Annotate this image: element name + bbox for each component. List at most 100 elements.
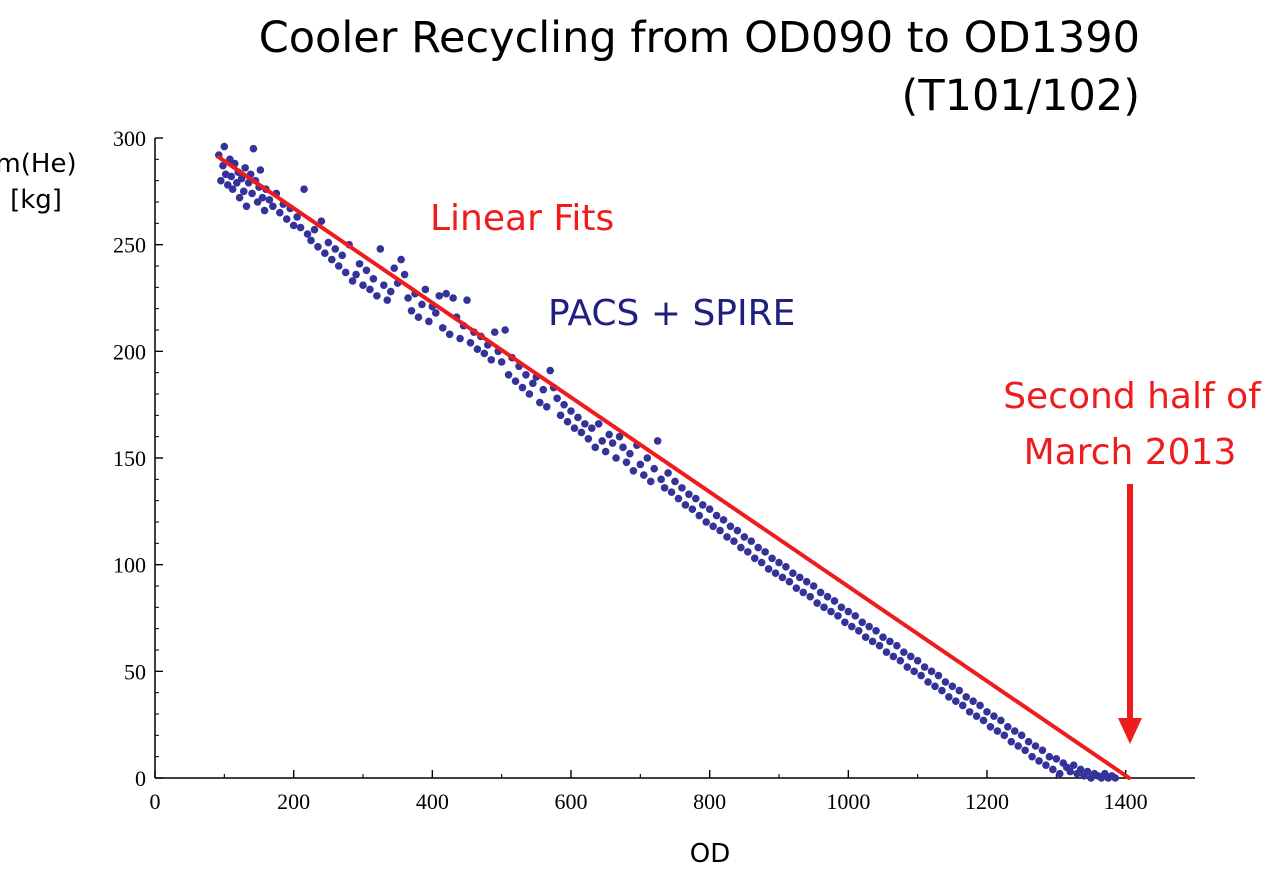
scatter-point [698,501,707,509]
y-axis-label-line-2: [kg] [10,185,62,215]
scatter-point [352,270,360,279]
scatter-point [536,398,544,407]
scatter-point [269,202,277,211]
scatter-point [674,494,683,503]
scatter-point [591,443,600,452]
scatter-point [854,627,863,635]
scatter-point [920,663,929,671]
scatter-point [1076,765,1085,774]
scatter-point [421,285,430,294]
x-ticks: 0 200 400 600 800 1000 1200 1400 [150,770,1148,814]
x-tick-label: 0 [150,789,161,814]
scatter-point [1031,742,1040,750]
scatter-point [418,300,426,309]
x-tick-label: 200 [277,789,310,814]
scatter-point [307,236,315,245]
scatter-point [782,563,790,571]
scatter-point [362,266,371,275]
scatter-point [529,379,537,388]
scatter-point [324,238,333,247]
scatter-point [1017,731,1026,740]
y-tick-label: 50 [124,659,146,684]
y-tick-label: 150 [113,446,146,471]
y-tick-label: 300 [113,126,146,151]
scatter-point [945,693,953,701]
scatter-point [893,641,901,650]
scatter-point [809,582,818,590]
scatter-point [771,569,780,577]
scatter-point [518,383,527,392]
scatter-point [875,641,884,650]
scatter-point [615,432,624,441]
scatter-point [560,400,568,409]
annotation-arrow-head [1118,718,1142,744]
scatter-point [546,366,554,375]
scatter-point [260,206,269,215]
scatter-point [480,349,489,358]
scatter-point [334,262,343,270]
scatter-point [969,697,977,705]
scatter-point [685,490,693,499]
scatter-point [841,618,849,627]
scatter-point [407,307,416,315]
scatter-point [712,511,721,520]
scatter-point [1007,737,1016,746]
scatter-point [764,565,773,573]
scatter-point [490,328,499,336]
annotation-second-half-line-2: March 2013 [1024,432,1237,473]
scatter-point [990,712,998,720]
scatter-point [796,573,804,582]
scatter-point [903,663,912,671]
scatter-point [256,166,265,174]
scatter-point [355,260,364,268]
scatter-point [242,202,251,211]
scatter-point [1083,767,1092,776]
scatter-point [289,221,298,230]
scatter-point [737,543,745,552]
scatter-point [976,701,984,710]
scatter-point [640,471,648,479]
scatter-point [1056,769,1064,778]
scatter-point [1010,727,1019,735]
scatter-point [501,326,509,334]
scatter-point [740,533,749,541]
scatter-point [235,193,244,202]
scatter-point [369,275,378,283]
scatter-point [293,213,301,221]
scatter-point [449,294,457,302]
scatter-point [664,469,672,477]
scatter-point [542,403,551,411]
scatter-point [851,612,860,620]
scatter-point [386,287,395,296]
scatter-point [813,599,821,607]
scatter-point [910,667,918,676]
scatter-point [792,584,801,592]
scatter-point [601,447,610,456]
scatter-point [983,708,991,716]
scatter-point [705,505,714,513]
scatter-point [217,176,225,185]
scatter-point [823,592,832,601]
scatter-point [889,652,898,661]
scatter-point [310,225,319,234]
scatter-point [775,558,783,567]
scatter-point [317,217,326,225]
scatter-point [657,475,665,484]
scatter-point [879,633,887,641]
scatter-point [1000,731,1009,740]
scatter-point [456,334,464,343]
scatter-point [328,255,336,264]
scatter-point [219,161,227,170]
scatter-point [608,439,617,447]
scatter-point [1014,742,1022,750]
scatter-point [1028,752,1036,761]
scatter-point [338,251,347,260]
scatter-point [958,701,967,710]
scatter-point [432,309,440,317]
scatter-point [938,686,946,695]
scatter-point [730,537,738,545]
scatter-point [366,285,374,294]
scatter-point [702,518,710,526]
scatter-point [241,164,249,172]
